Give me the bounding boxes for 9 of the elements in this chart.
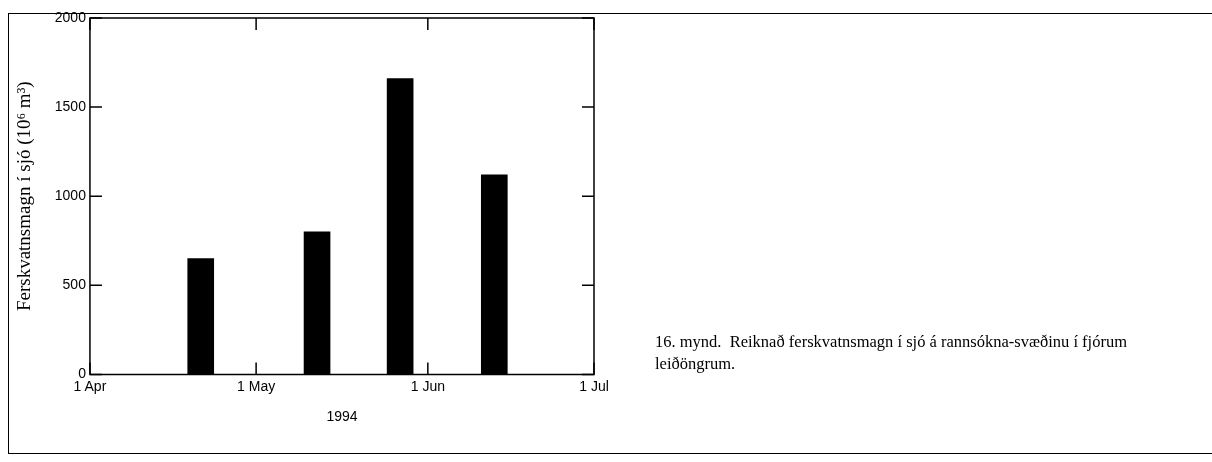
y-tick-label: 1000 <box>54 187 87 204</box>
x-tick-label: 1 Jun <box>410 377 445 394</box>
x-tick-label: 1 Jul <box>579 377 609 394</box>
y-tick-label: 1500 <box>54 97 87 114</box>
y-tick-label: 500 <box>62 276 87 293</box>
x-tick-label: 1 May <box>237 377 276 394</box>
x-axis-title: 1994 <box>326 408 358 425</box>
text: 16. mynd. Reiknað ferskvatnsmagn í sjó á rannsókna-svæðinu í fjórum leiðöngrum. <box>655 331 1128 375</box>
y-axis-title: Ferskvatnsmagn í sjó (10⁶ m³) <box>13 81 36 312</box>
